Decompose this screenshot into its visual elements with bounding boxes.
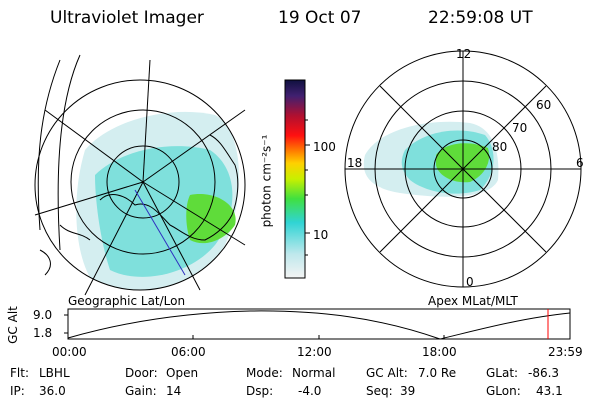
gain-value: 14: [166, 384, 182, 398]
time-label: 22:59:08 UT: [428, 8, 533, 28]
gain-label: Gain:: [125, 384, 157, 398]
right-map-caption: Apex MLat/MLT: [428, 294, 518, 308]
apex-map: [344, 50, 582, 288]
colorbar-tick-10: 10: [313, 228, 329, 242]
colorbar: [284, 79, 310, 279]
gcalt-value: 7.0 Re: [418, 366, 457, 380]
altitude-xtick-4: 23:59: [548, 345, 583, 359]
aurora-left-bright: [186, 194, 236, 244]
mlt-label-0: 0: [466, 275, 474, 289]
altitude-xtick-2: 12:00: [297, 345, 332, 359]
altitude-curve: [67, 310, 571, 340]
altitude-xtick-3: 18:00: [422, 345, 457, 359]
flt-value: LBHL: [39, 366, 70, 380]
seq-label: Seq:: [366, 384, 393, 398]
coastline: [39, 134, 239, 276]
colorbar-tick-100: 100: [313, 140, 336, 154]
mlt-label-6: 6: [576, 156, 584, 170]
ip-value: 36.0: [39, 384, 66, 398]
flt-label: Flt:: [10, 366, 29, 380]
altitude-ytick-high: 9.0: [33, 308, 53, 322]
date-label: 19 Oct 07: [278, 8, 362, 28]
glat-label: GLat:: [486, 366, 519, 380]
lat-label-80: 80: [492, 140, 508, 154]
glat-value: -86.3: [528, 366, 560, 380]
dsp-value: -4.0: [298, 384, 322, 398]
mode-value: Normal: [292, 366, 336, 380]
altitude-ytick-low: 1.8: [33, 326, 53, 340]
instrument-title: Ultraviolet Imager: [50, 8, 204, 28]
dsp-label: Dsp:: [246, 384, 274, 398]
mlt-label-12: 12: [456, 47, 472, 61]
lat-label-60: 60: [536, 98, 552, 112]
door-value: Open: [166, 366, 199, 380]
ip-label: IP:: [10, 384, 25, 398]
mode-label: Mode:: [246, 366, 283, 380]
altitude-plot: [64, 308, 571, 340]
lat-label-70: 70: [512, 121, 528, 135]
colorbar-label: photon cm⁻²s⁻¹: [259, 134, 274, 228]
altitude-xtick-1: 06:00: [171, 345, 206, 359]
glon-label: GLon:: [486, 384, 521, 398]
door-label: Door:: [125, 366, 158, 380]
seq-value: 39: [400, 384, 416, 398]
glon-value: 43.1: [536, 384, 563, 398]
left-map-caption: Geographic Lat/Lon: [68, 294, 186, 308]
altitude-ylabel: GC Alt: [5, 306, 20, 344]
geographic-map: [34, 54, 246, 296]
gcalt-label: GC Alt:: [366, 366, 408, 380]
mlt-label-18: 18: [347, 156, 363, 170]
altitude-xtick-0: 00:00: [52, 345, 87, 359]
